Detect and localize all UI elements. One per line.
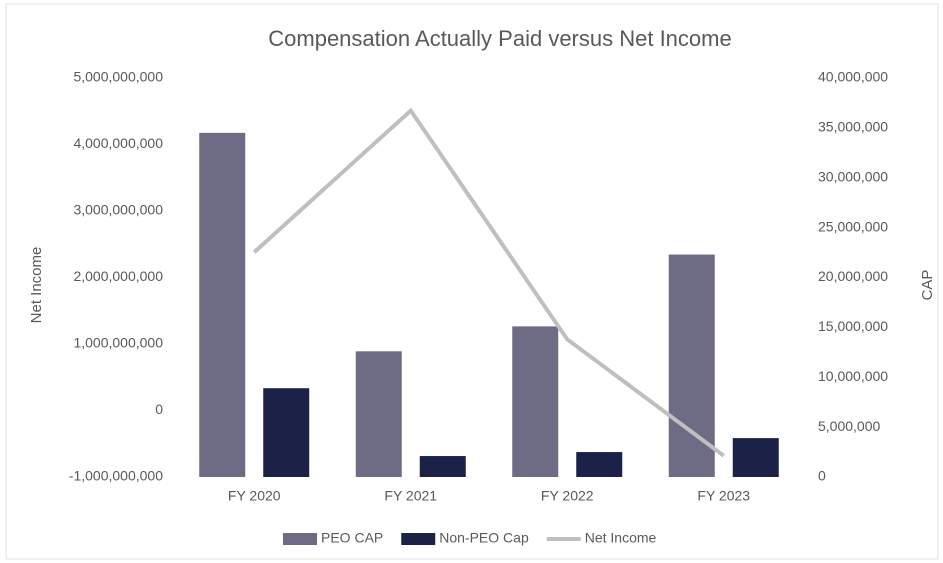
y-tick-label: 5,000,000,000 — [73, 69, 163, 85]
y2-tick-label: 15,000,000 — [818, 318, 888, 334]
legend-swatch — [401, 533, 436, 545]
bar — [668, 254, 715, 477]
x-tick-label: FY 2020 — [228, 488, 281, 504]
y2-tick-label: 0 — [818, 468, 826, 484]
chart-frame — [5, 3, 939, 560]
y2-tick-label: 5,000,000 — [818, 418, 880, 434]
bar — [512, 326, 559, 477]
y-tick-label: 1,000,000,000 — [73, 335, 163, 351]
legend-label: Net Income — [585, 530, 657, 546]
y-tick-label: 3,000,000,000 — [73, 202, 163, 218]
y2-tick-label: 10,000,000 — [818, 368, 888, 384]
line — [252, 107, 725, 458]
bar — [419, 456, 466, 477]
x-tick-label: FY 2021 — [384, 488, 437, 504]
bar — [199, 132, 246, 478]
x-tick-label: FY 2022 — [541, 488, 594, 504]
bar — [263, 388, 310, 477]
legend-swatch — [283, 533, 317, 545]
y2-tick-label: 25,000,000 — [818, 218, 888, 234]
bar — [355, 351, 402, 477]
bar — [576, 452, 623, 477]
y2-tick-label: 35,000,000 — [818, 119, 888, 135]
legend-label: PEO CAP — [321, 530, 383, 546]
y2-axis-label: CAP — [919, 270, 936, 301]
y2-tick-label: 30,000,000 — [818, 168, 888, 184]
y2-tick-label: 20,000,000 — [818, 268, 888, 284]
y2-tick-label: 40,000,000 — [818, 69, 888, 85]
y-tick-label: -1,000,000,000 — [69, 468, 163, 484]
y-axis-label: Net Income — [28, 247, 45, 324]
y-tick-label: 0 — [155, 401, 163, 417]
legend-label: Non-PEO Cap — [439, 530, 529, 546]
y-tick-label: 4,000,000,000 — [73, 135, 163, 151]
chart-title: Compensation Actually Paid versus Net In… — [268, 26, 731, 51]
y-tick-label: 2,000,000,000 — [73, 268, 163, 284]
x-tick-label: FY 2023 — [697, 488, 750, 504]
bar — [732, 438, 779, 477]
